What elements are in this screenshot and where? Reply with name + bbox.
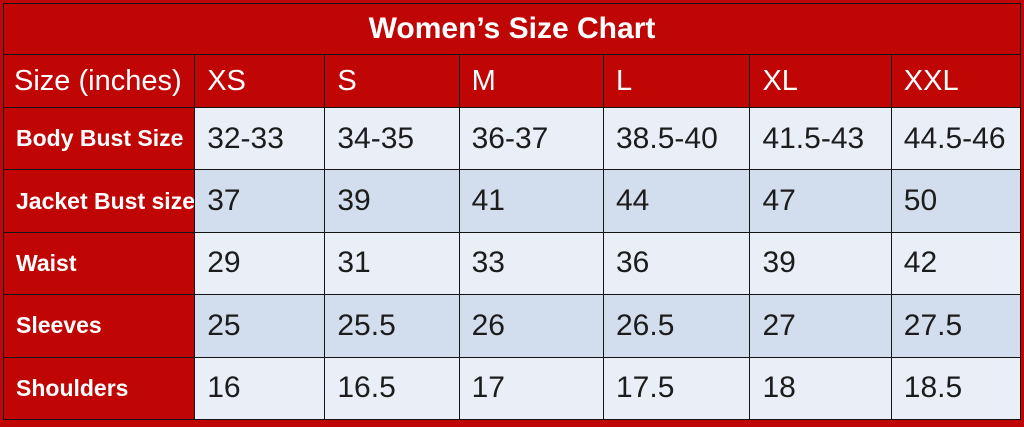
header-cell-xs: XS: [194, 54, 326, 108]
header-cell-size-inches: Size (inches): [2, 54, 196, 108]
table-row-body-bust-size: Body Bust Size 32-33 34-35 36-37 38.5-40…: [2, 106, 1022, 171]
data-cell: 42: [890, 231, 1022, 296]
header-row: Size (inches) XS S M L XL XXL: [2, 54, 1022, 108]
data-cell: 17.5: [602, 356, 751, 421]
data-cell: 39: [749, 231, 892, 296]
data-cell: 36-37: [458, 106, 605, 171]
data-cell: 41: [458, 169, 605, 233]
chart-title: Women’s Size Chart: [3, 3, 1021, 55]
data-cell: 41.5-43: [749, 106, 892, 171]
row-label: Body Bust Size: [2, 106, 196, 171]
data-cell: 27.5: [890, 294, 1022, 358]
table-row-jacket-bust-size: Jacket Bust size 37 39 41 44 47 50: [2, 169, 1022, 233]
data-cell: 47: [749, 169, 892, 233]
data-cell: 16: [194, 356, 326, 421]
data-cell: 17: [458, 356, 605, 421]
title-row: Women’s Size Chart: [3, 3, 1021, 55]
size-chart-table: Women’s Size Chart Size (inches) XS S M …: [2, 3, 1022, 421]
header-cell-xxl: XXL: [890, 54, 1022, 108]
data-cell: 18.5: [890, 356, 1022, 421]
header-cell-m: M: [458, 54, 605, 108]
data-cell: 26: [458, 294, 605, 358]
data-cell: 36: [602, 231, 751, 296]
data-cell: 32-33: [194, 106, 326, 171]
data-cell: 25.5: [324, 294, 460, 358]
row-label: Jacket Bust size: [2, 169, 196, 233]
data-cell: 29: [194, 231, 326, 296]
data-cell: 33: [458, 231, 605, 296]
header-cell-l: L: [602, 54, 751, 108]
row-label: Waist: [2, 231, 196, 296]
data-cell: 26.5: [602, 294, 751, 358]
data-cell: 27: [749, 294, 892, 358]
row-label: Shoulders: [2, 356, 196, 421]
data-cell: 37: [194, 169, 326, 233]
row-label: Sleeves: [2, 294, 196, 358]
table-row-sleeves: Sleeves 25 25.5 26 26.5 27 27.5: [2, 294, 1022, 358]
data-cell: 50: [890, 169, 1022, 233]
header-cell-s: S: [324, 54, 460, 108]
table-row-waist: Waist 29 31 33 36 39 42: [2, 231, 1022, 296]
data-cell: 38.5-40: [602, 106, 751, 171]
data-cell: 34-35: [324, 106, 460, 171]
data-cell: 16.5: [324, 356, 460, 421]
data-cell: 39: [324, 169, 460, 233]
data-cell: 44: [602, 169, 751, 233]
data-cell: 31: [324, 231, 460, 296]
data-cell: 25: [194, 294, 326, 358]
data-cell: 44.5-46: [890, 106, 1022, 171]
table-row-shoulders: Shoulders 16 16.5 17 17.5 18 18.5: [2, 356, 1022, 421]
data-cell: 18: [749, 356, 892, 421]
header-cell-xl: XL: [749, 54, 892, 108]
